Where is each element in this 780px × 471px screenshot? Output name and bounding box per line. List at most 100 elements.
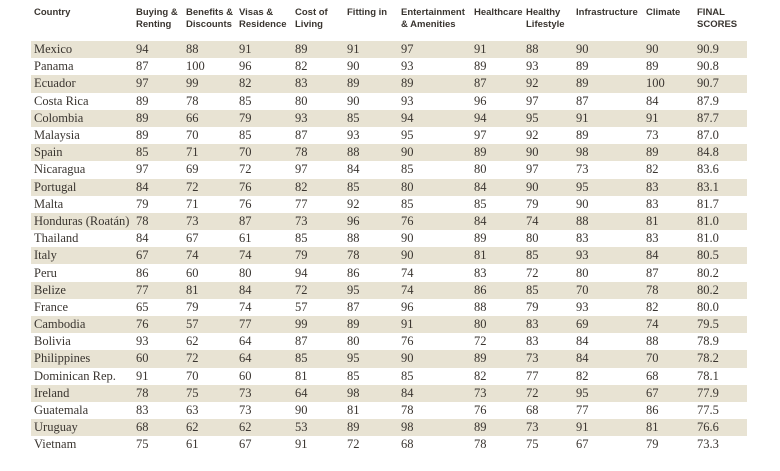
cell-cost-of-living: 93 [292,109,344,127]
cell-country: Bolivia [34,334,71,349]
cell-entertainment-amenities: 93 [401,59,414,74]
cell-buying-renting: 89 [136,93,149,108]
cell-climate: 83 [646,231,659,246]
cell-infrastructure: 67 [576,437,589,452]
cell-fitting-in: 87 [347,299,360,314]
cell-healthy-lifestyle: 68 [526,403,539,418]
cell-healthcare: 91 [471,41,523,59]
cell-buying-renting: 91 [136,368,149,383]
cell-benefits-discounts: 71 [186,196,199,211]
cell-cost-of-living: 73 [292,212,344,231]
cell-healthy-lifestyle: 83 [526,334,539,349]
cell-healthcare: 89 [471,144,523,162]
cell-healthy-lifestyle: 73 [523,350,573,368]
cell-benefits-discounts: 67 [186,231,199,246]
header-benefits-discounts: Benefits & Discounts [186,7,233,30]
cell-infrastructure: 98 [573,144,643,162]
cell-country: Costa Rica [34,93,89,108]
cell-benefits-discounts: 75 [183,384,236,402]
cell-visas-residence: 73 [239,403,252,418]
cell-final-score: 78.2 [694,350,747,368]
cell-healthcare: 80 [474,162,487,177]
cell-climate: 67 [643,384,694,402]
cell-fitting-in: 88 [347,231,360,246]
cell-climate: 74 [643,316,694,334]
cell-healthcare: 89 [471,350,523,368]
table-row: Malaysia 89 70 85 87 93 95 97 92 89 73 87.0 [31,127,747,144]
table-row: Bolivia 93 62 64 87 80 76 72 83 84 88 78.9 [31,333,747,350]
cell-final-score: 83.6 [697,162,719,177]
cell-infrastructure: 77 [576,403,589,418]
cell-cost-of-living: 99 [292,316,344,334]
country-scores-table: Country Buying & Renting Benefits & Disc… [31,7,747,454]
cell-climate: 82 [646,162,659,177]
cell-infrastructure: 84 [573,350,643,368]
cell-infrastructure: 90 [576,196,589,211]
cell-benefits-discounts: 100 [186,59,205,74]
table-row: Costa Rica 89 78 85 80 90 93 96 97 87 84 87.9 [31,93,747,110]
cell-fitting-in: 90 [347,59,360,74]
cell-benefits-discounts: 72 [183,350,236,368]
cell-healthcare: 89 [471,419,523,437]
cell-healthy-lifestyle: 92 [523,75,573,93]
cell-visas-residence: 84 [236,281,292,299]
cell-visas-residence: 82 [236,75,292,93]
cell-healthy-lifestyle: 97 [526,162,539,177]
cell-benefits-discounts: 60 [186,265,199,280]
cell-fitting-in: 89 [344,75,398,93]
cell-healthy-lifestyle: 72 [526,265,539,280]
cell-fitting-in: 89 [344,316,398,334]
cell-buying-renting: 84 [136,231,149,246]
cell-healthy-lifestyle: 93 [526,59,539,74]
cell-benefits-discounts: 74 [183,247,236,265]
table-row: Guatemala 83 63 73 90 81 78 76 68 77 86 77.5 [31,402,747,419]
table-row: Peru 86 60 80 94 86 74 83 72 80 87 80.2 [31,264,747,281]
cell-entertainment-amenities: 90 [398,247,471,265]
cell-climate: 91 [643,109,694,127]
cell-country: Guatemala [34,403,89,418]
cell-healthy-lifestyle: 85 [523,247,573,265]
cell-healthy-lifestyle: 97 [526,93,539,108]
header-fitting-in: Fitting in [347,7,388,18]
table-row: Colombia 89 66 79 93 85 94 94 95 91 91 87.7 [31,109,747,127]
cell-visas-residence: 60 [239,368,252,383]
cell-benefits-discounts: 72 [183,178,236,196]
cell-final-score: 84.8 [694,144,747,162]
cell-buying-renting: 65 [136,299,149,314]
cell-final-score: 73.3 [697,437,719,452]
cell-final-score: 77.9 [694,384,747,402]
header-country: Country [34,7,71,18]
cell-entertainment-amenities: 76 [398,212,471,231]
cell-benefits-discounts: 62 [186,334,199,349]
cell-country: Peru [34,265,57,280]
cell-cost-of-living: 85 [292,350,344,368]
cell-benefits-discounts: 73 [183,212,236,231]
table-row: Italy 67 74 74 79 78 90 81 85 93 84 80.5 [31,247,747,265]
cell-healthcare: 84 [471,212,523,231]
table-row: Ecuador 97 99 82 83 89 89 87 92 89 100 90.7 [31,75,747,93]
cell-buying-renting: 97 [136,162,149,177]
cell-benefits-discounts: 71 [183,144,236,162]
cell-healthy-lifestyle: 95 [523,109,573,127]
cell-buying-renting: 89 [133,109,183,127]
cell-healthcare: 76 [474,403,487,418]
header-final-scores: FINAL SCORES [697,7,738,30]
cell-climate: 70 [643,350,694,368]
cell-cost-of-living: 82 [295,59,308,74]
cell-cost-of-living: 97 [295,162,308,177]
cell-infrastructure: 89 [573,75,643,93]
cell-cost-of-living: 81 [295,368,308,383]
cell-benefits-discounts: 69 [186,162,199,177]
cell-final-score: 80.0 [697,299,719,314]
cell-buying-renting: 85 [133,144,183,162]
table-row: Dominican Rep. 91 70 60 81 85 85 82 77 82 68 78.1 [31,368,747,385]
cell-healthcare: 94 [471,109,523,127]
scores-table-container: Country Buying & Renting Benefits & Disc… [31,7,747,454]
cell-visas-residence: 77 [236,316,292,334]
cell-final-score: 76.6 [694,419,747,437]
cell-buying-renting: 78 [133,384,183,402]
cell-visas-residence: 91 [236,41,292,59]
cell-country: Belize [31,281,133,299]
cell-infrastructure: 91 [573,419,643,437]
cell-fitting-in: 86 [347,265,360,280]
